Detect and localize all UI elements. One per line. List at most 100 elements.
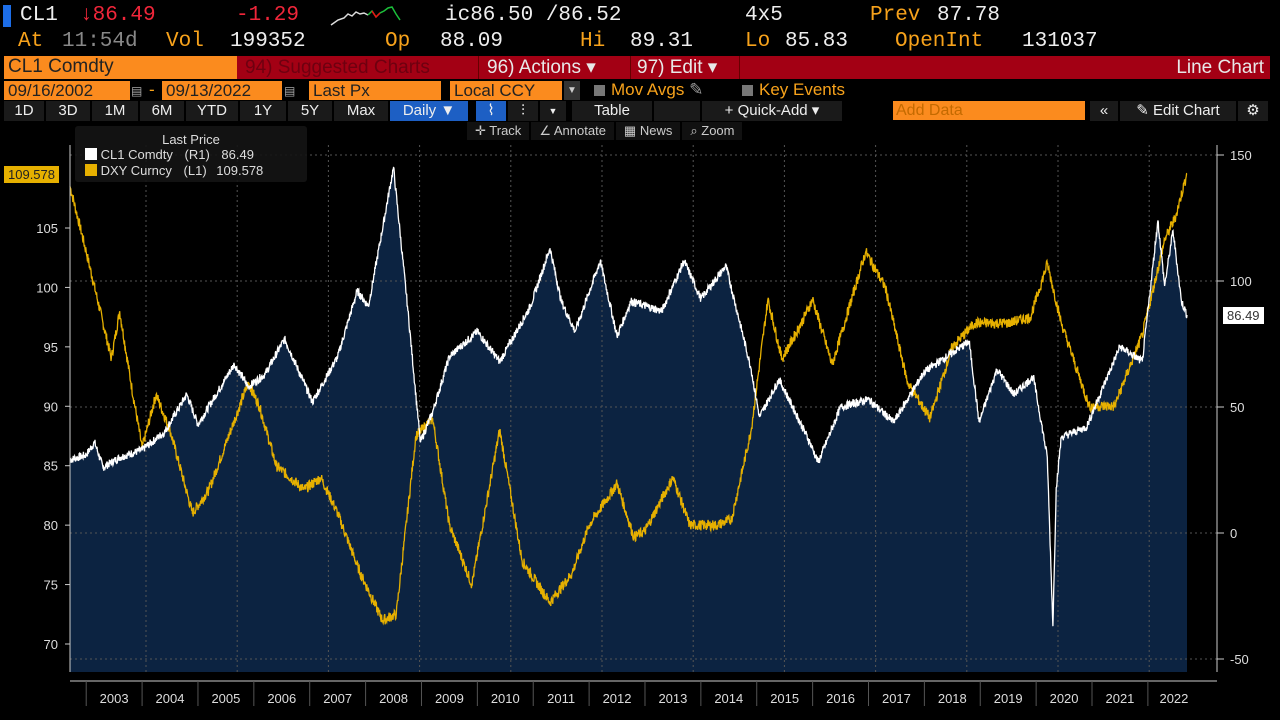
red-toolbar	[237, 56, 1270, 79]
prev-label: Prev	[870, 4, 921, 27]
left-tick-label: 105	[36, 221, 58, 236]
calendar-icon[interactable]: ▤	[284, 84, 296, 98]
right-tick-label: 100	[1230, 274, 1252, 289]
left-tick-label: 80	[44, 518, 58, 533]
left-tick-label: 75	[44, 578, 58, 593]
bid-ask: ic86.50 /86.52	[445, 4, 622, 27]
edit-menu[interactable]: 97) Edit ▾	[630, 56, 740, 79]
period-1d[interactable]: 1D	[4, 101, 44, 121]
open: 88.09	[440, 30, 504, 53]
mov-avgs-toggle[interactable]: Mov Avgs ✎	[594, 80, 703, 100]
pencil-icon: ✎	[1136, 102, 1154, 119]
chart-style-dropdown-icon[interactable]: ▼	[540, 101, 566, 121]
right-tick-label: 150	[1230, 148, 1252, 163]
legend-entry-dxy[interactable]: DXY Curncy (L1) 109.578	[75, 163, 307, 179]
annotate-tool[interactable]: ∠ Annotate	[531, 122, 614, 140]
settings-gear-icon[interactable]: ⚙	[1238, 101, 1268, 121]
high-label: Hi	[580, 30, 606, 53]
x-tick-label: 2018	[938, 691, 967, 706]
open-interest: 131037	[1022, 30, 1098, 53]
x-tick-label: 2008	[379, 691, 408, 706]
track-tool[interactable]: ✛ Track	[467, 122, 530, 140]
legend-name: DXY Curncy	[100, 163, 172, 178]
calendar-icon[interactable]: ▤	[131, 84, 143, 98]
x-tick-label: 2015	[770, 691, 799, 706]
period-6m[interactable]: 6M	[140, 101, 184, 121]
time: 11:54d	[62, 30, 138, 53]
legend-swatch	[85, 148, 97, 160]
table-button[interactable]: Table	[572, 101, 652, 121]
news-label: News	[639, 123, 673, 138]
quick-add-button[interactable]: + Quick-Add ▾	[702, 101, 842, 121]
annotate-label: Annotate	[553, 123, 606, 138]
collapse-button[interactable]: «	[1090, 101, 1118, 121]
x-tick-label: 2020	[1050, 691, 1079, 706]
period-ytd[interactable]: YTD	[186, 101, 238, 121]
time-label: At	[18, 30, 44, 53]
last-price: ↓86.49	[80, 4, 156, 27]
suggested-charts-button[interactable]: 94) Suggested Charts	[245, 57, 430, 78]
dxy-series-line	[69, 172, 1188, 626]
period-1y[interactable]: 1Y	[240, 101, 286, 121]
period-5y[interactable]: 5Y	[288, 101, 332, 121]
actions-menu[interactable]: 96) Actions ▾	[478, 56, 628, 79]
cl1-last-value-label: 86.49	[1223, 307, 1264, 324]
mov-avgs-label: Mov Avgs	[611, 80, 685, 99]
right-tick-label: -50	[1230, 652, 1249, 667]
key-events-toggle[interactable]: Key Events	[742, 80, 845, 100]
x-tick-label: 2005	[211, 691, 240, 706]
ticker: CL1	[20, 4, 58, 27]
frequency-select[interactable]: Daily ▼	[390, 101, 468, 121]
track-label: Track	[489, 123, 522, 138]
legend-value: 109.578	[216, 163, 264, 178]
high: 89.31	[630, 30, 694, 53]
x-tick-label: 2010	[491, 691, 520, 706]
low-label: Lo	[745, 30, 771, 53]
period-max[interactable]: Max	[334, 101, 388, 121]
legend-swatch	[85, 164, 97, 176]
x-tick-label: 2022	[1159, 691, 1188, 706]
line-chart-icon[interactable]: ⌇	[476, 101, 506, 121]
legend-axis: (R1)	[184, 147, 210, 162]
start-date-input[interactable]: 09/16/2002	[4, 81, 130, 100]
left-tick-label: 85	[44, 459, 58, 474]
zoom-tool[interactable]: ⌕ Zoom	[682, 122, 743, 140]
dxy-last-value-label: 109.578	[4, 166, 59, 183]
left-tick-label: 100	[36, 280, 58, 295]
x-tick-label: 2009	[435, 691, 464, 706]
currency-dropdown-icon[interactable]: ▼	[564, 81, 580, 100]
prev-close: 87.78	[937, 4, 1001, 27]
low: 85.83	[785, 30, 849, 53]
pencil-icon[interactable]: ✎	[689, 80, 704, 99]
edit-chart-button[interactable]: ✎ Edit Chart	[1120, 101, 1236, 121]
right-tick-label: 0	[1230, 526, 1237, 541]
sparkline-icon	[330, 6, 401, 26]
security-input[interactable]: CL1 Comdty	[4, 56, 237, 79]
currency-select[interactable]: Local CCY	[450, 81, 562, 100]
toolbar-spacer	[654, 101, 700, 121]
x-tick-label: 2019	[994, 691, 1023, 706]
field-select[interactable]: Last Px	[309, 81, 441, 100]
right-tick-label: 50	[1230, 400, 1244, 415]
x-tick-label: 2021	[1105, 691, 1134, 706]
edit-chart-label: Edit Chart	[1153, 102, 1220, 119]
x-tick-label: 2012	[603, 691, 632, 706]
left-tick-label: 95	[44, 340, 58, 355]
volume-label: Vol	[166, 30, 204, 53]
chart-type-label: Line Chart	[1176, 57, 1264, 78]
legend-axis: (L1)	[183, 163, 207, 178]
x-tick-label: 2017	[882, 691, 911, 706]
x-tick-label: 2007	[323, 691, 352, 706]
end-date-input[interactable]: 09/13/2022	[162, 81, 282, 100]
legend-entry-cl1[interactable]: CL1 Comdty (R1) 86.49	[75, 147, 307, 163]
news-tool[interactable]: ▦ News	[615, 122, 681, 140]
add-data-input[interactable]: Add Data	[893, 101, 1085, 120]
period-1m[interactable]: 1M	[92, 101, 138, 121]
x-tick-label: 2013	[658, 691, 687, 706]
security-indicator	[3, 5, 11, 27]
bar-chart-icon[interactable]: ⫶	[508, 101, 538, 121]
x-tick-label: 2011	[547, 691, 575, 706]
legend-title: Last Price	[162, 132, 220, 147]
period-3d[interactable]: 3D	[46, 101, 90, 121]
